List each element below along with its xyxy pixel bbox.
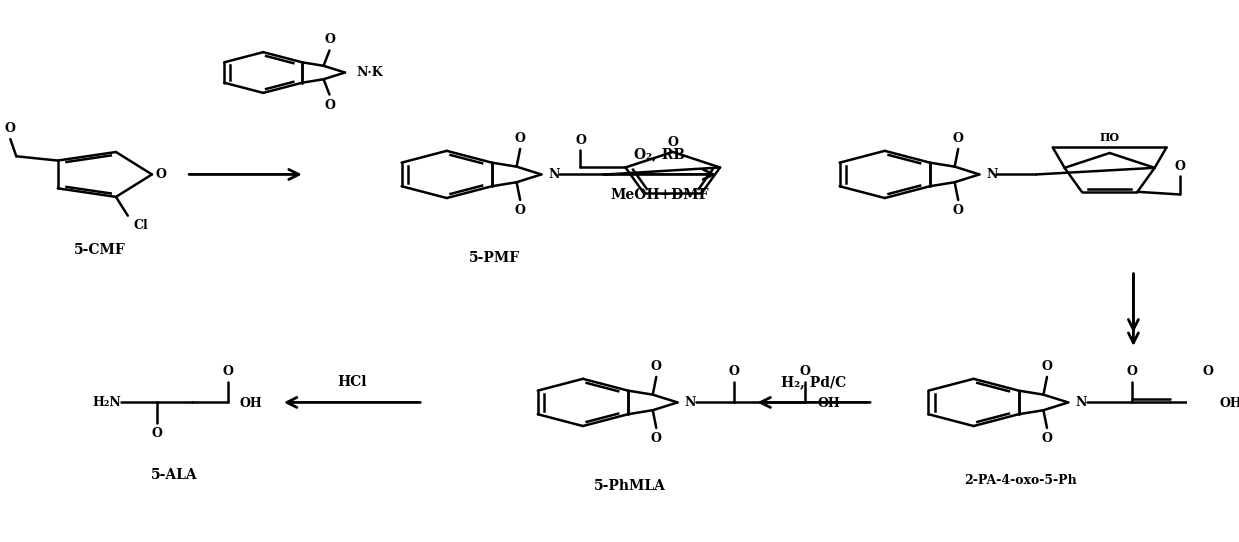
- Text: H₂N: H₂N: [93, 396, 121, 409]
- Text: O: O: [325, 99, 335, 112]
- Text: O: O: [953, 204, 964, 217]
- Text: O: O: [1175, 159, 1186, 172]
- Text: H₂, Pd/C: H₂, Pd/C: [781, 375, 846, 389]
- Text: O: O: [650, 360, 662, 373]
- Text: 5-ALA: 5-ALA: [151, 468, 198, 482]
- Text: O₂, RB: O₂, RB: [634, 147, 685, 161]
- Text: 2-PA-4-oxo-5-Ph: 2-PA-4-oxo-5-Ph: [964, 474, 1077, 487]
- Text: O: O: [800, 365, 810, 378]
- Text: O: O: [1042, 360, 1052, 373]
- Text: O: O: [729, 365, 740, 378]
- Text: OH: OH: [1219, 397, 1239, 410]
- Text: O: O: [5, 122, 16, 135]
- Text: N: N: [685, 396, 696, 409]
- Text: 5-PMF: 5-PMF: [468, 250, 519, 264]
- Text: OH: OH: [818, 397, 840, 410]
- Text: O: O: [325, 33, 335, 46]
- Text: O: O: [1042, 432, 1052, 445]
- Text: 5-PhMLA: 5-PhMLA: [595, 479, 667, 493]
- Text: ПО: ПО: [1099, 132, 1120, 143]
- Text: 5-CMF: 5-CMF: [74, 242, 125, 256]
- Text: O: O: [156, 168, 166, 181]
- Text: N: N: [549, 168, 560, 181]
- Text: O: O: [514, 132, 525, 145]
- Text: OH: OH: [239, 397, 263, 410]
- Text: O: O: [650, 432, 662, 445]
- Text: Cl: Cl: [134, 219, 149, 232]
- Text: O: O: [953, 132, 964, 145]
- Text: N·K: N·K: [357, 66, 383, 79]
- Text: O: O: [514, 204, 525, 217]
- Text: O: O: [1202, 365, 1213, 378]
- Text: O: O: [222, 365, 233, 378]
- Text: MeOH+DMF: MeOH+DMF: [611, 188, 709, 202]
- Text: O: O: [575, 134, 586, 147]
- Text: O: O: [668, 136, 678, 149]
- Text: O: O: [151, 427, 162, 440]
- Text: HCl: HCl: [337, 375, 367, 389]
- Text: N: N: [1075, 396, 1087, 409]
- Text: O: O: [1126, 365, 1137, 378]
- Text: N: N: [986, 168, 997, 181]
